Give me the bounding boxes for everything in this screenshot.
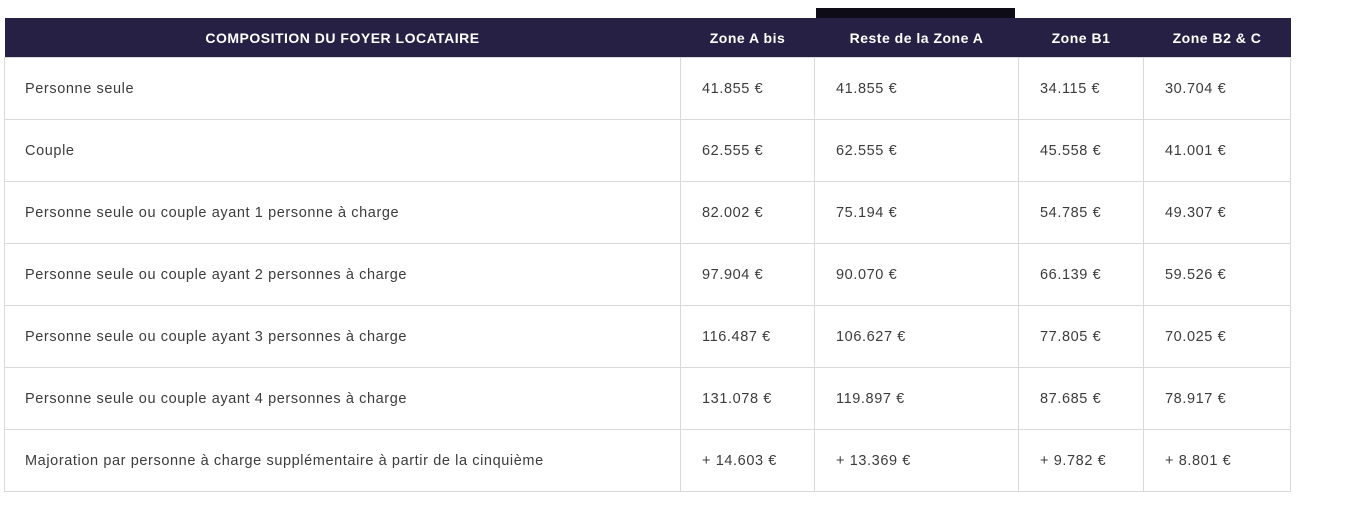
table-row: Personne seule ou couple ayant 2 personn… [4, 243, 1291, 306]
value-cell: 82.002 € [680, 181, 815, 244]
income-ceiling-table: COMPOSITION DU FOYER LOCATAIRE Zone A bi… [4, 8, 1291, 492]
value-cell: + 14.603 € [680, 429, 815, 492]
table-row: Couple 62.555 €62.555 €45.558 €41.001 € [4, 119, 1291, 182]
value-cell: 106.627 € [814, 305, 1019, 368]
value-cell: 116.487 € [680, 305, 815, 368]
value-cell: 62.555 € [814, 119, 1019, 182]
header-zone-a-bis[interactable]: Zone A bis [680, 18, 815, 58]
value-cell: 90.070 € [814, 243, 1019, 306]
table-row: Personne seule ou couple ayant 4 personn… [4, 367, 1291, 430]
value-cell: 78.917 € [1143, 367, 1291, 430]
value-cell: 59.526 € [1143, 243, 1291, 306]
row-label: Personne seule ou couple ayant 4 personn… [4, 367, 681, 430]
table-row: Personne seule ou couple ayant 3 personn… [4, 305, 1291, 368]
row-label: Personne seule ou couple ayant 1 personn… [4, 181, 681, 244]
row-label: Majoration par personne à charge supplém… [4, 429, 681, 492]
value-cell: 41.855 € [680, 57, 815, 120]
value-cell: 30.704 € [1143, 57, 1291, 120]
value-cell: 70.025 € [1143, 305, 1291, 368]
row-label: Personne seule ou couple ayant 3 personn… [4, 305, 681, 368]
value-cell: + 13.369 € [814, 429, 1019, 492]
value-cell: 77.805 € [1018, 305, 1144, 368]
value-cell: 119.897 € [814, 367, 1019, 430]
value-cell: 41.001 € [1143, 119, 1291, 182]
value-cell: 49.307 € [1143, 181, 1291, 244]
header-composition-foyer: COMPOSITION DU FOYER LOCATAIRE [4, 18, 681, 58]
row-label: Personne seule [4, 57, 681, 120]
value-cell: 87.685 € [1018, 367, 1144, 430]
value-cell: 97.904 € [680, 243, 815, 306]
income-ceiling-table-wrap: COMPOSITION DU FOYER LOCATAIRE Zone A bi… [4, 8, 1291, 492]
row-label: Couple [4, 119, 681, 182]
value-cell: 66.139 € [1018, 243, 1144, 306]
table-row: Personne seule ou couple ayant 1 personn… [4, 181, 1291, 244]
value-cell: 75.194 € [814, 181, 1019, 244]
table-header: COMPOSITION DU FOYER LOCATAIRE Zone A bi… [4, 8, 1291, 58]
table-row: Majoration par personne à charge supplém… [4, 429, 1291, 492]
value-cell: + 9.782 € [1018, 429, 1144, 492]
header-zone-b2-c[interactable]: Zone B2 & C [1143, 18, 1291, 58]
header-row: COMPOSITION DU FOYER LOCATAIRE Zone A bi… [4, 8, 1291, 58]
value-cell: 34.115 € [1018, 57, 1144, 120]
row-label: Personne seule ou couple ayant 2 personn… [4, 243, 681, 306]
header-zone-b1[interactable]: Zone B1 [1018, 18, 1144, 58]
value-cell: + 8.801 € [1143, 429, 1291, 492]
value-cell: 45.558 € [1018, 119, 1144, 182]
header-reste-zone-a[interactable]: Reste de la Zone A [814, 8, 1019, 58]
table-row: Personne seule 41.855 €41.855 €34.115 €30… [4, 57, 1291, 120]
value-cell: 54.785 € [1018, 181, 1144, 244]
value-cell: 41.855 € [814, 57, 1019, 120]
table-body: Personne seule 41.855 €41.855 €34.115 €30… [4, 57, 1291, 492]
value-cell: 62.555 € [680, 119, 815, 182]
value-cell: 131.078 € [680, 367, 815, 430]
